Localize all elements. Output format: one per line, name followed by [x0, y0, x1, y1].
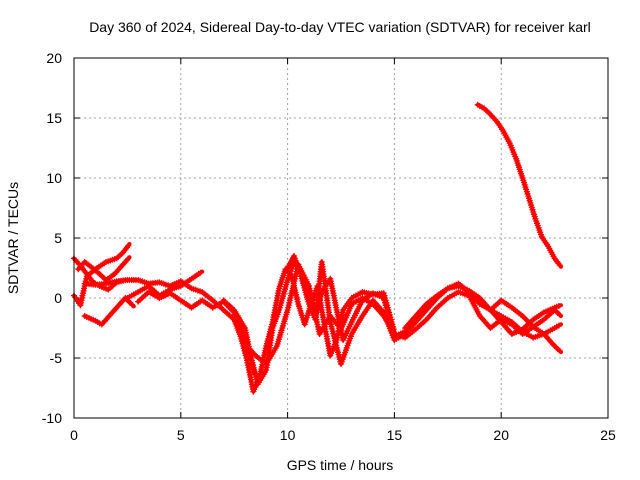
y-axis-label: SDTVAR / TECUs	[5, 182, 21, 294]
plot-frame	[73, 57, 609, 419]
x-axis-label: GPS time / hours	[287, 457, 394, 473]
series-sat-n	[474, 101, 563, 269]
x-tick-label: 25	[600, 427, 616, 443]
series-markers	[75, 255, 132, 283]
y-tick-label: 10	[46, 170, 62, 186]
x-tick-label: 10	[280, 427, 296, 443]
data-series	[71, 101, 563, 395]
series-markers	[402, 283, 562, 337]
series-sat-c	[75, 255, 132, 283]
y-tick-label: -10	[42, 410, 62, 426]
y-tick-label: 0	[54, 290, 62, 306]
series-sat-e	[81, 277, 183, 289]
series-markers	[487, 297, 563, 330]
series-sat-l	[402, 283, 563, 337]
x-tick-label: 5	[177, 427, 185, 443]
series-sat-m	[487, 297, 563, 330]
chart-title: Day 360 of 2024, Sidereal Day-to-day VTE…	[89, 19, 591, 35]
x-tick-label: 20	[493, 427, 509, 443]
y-tick-label: 15	[46, 110, 62, 126]
series-markers	[474, 101, 563, 269]
x-tick-label: 15	[387, 427, 403, 443]
x-tick-label: 0	[70, 427, 78, 443]
axis-ticks: 0 5 10 15 20 25 -10 -5 0 5 10 15 20	[42, 50, 616, 443]
y-tick-label: 20	[46, 50, 62, 66]
y-tick-label: -5	[50, 350, 63, 366]
y-tick-label: 5	[54, 230, 62, 246]
